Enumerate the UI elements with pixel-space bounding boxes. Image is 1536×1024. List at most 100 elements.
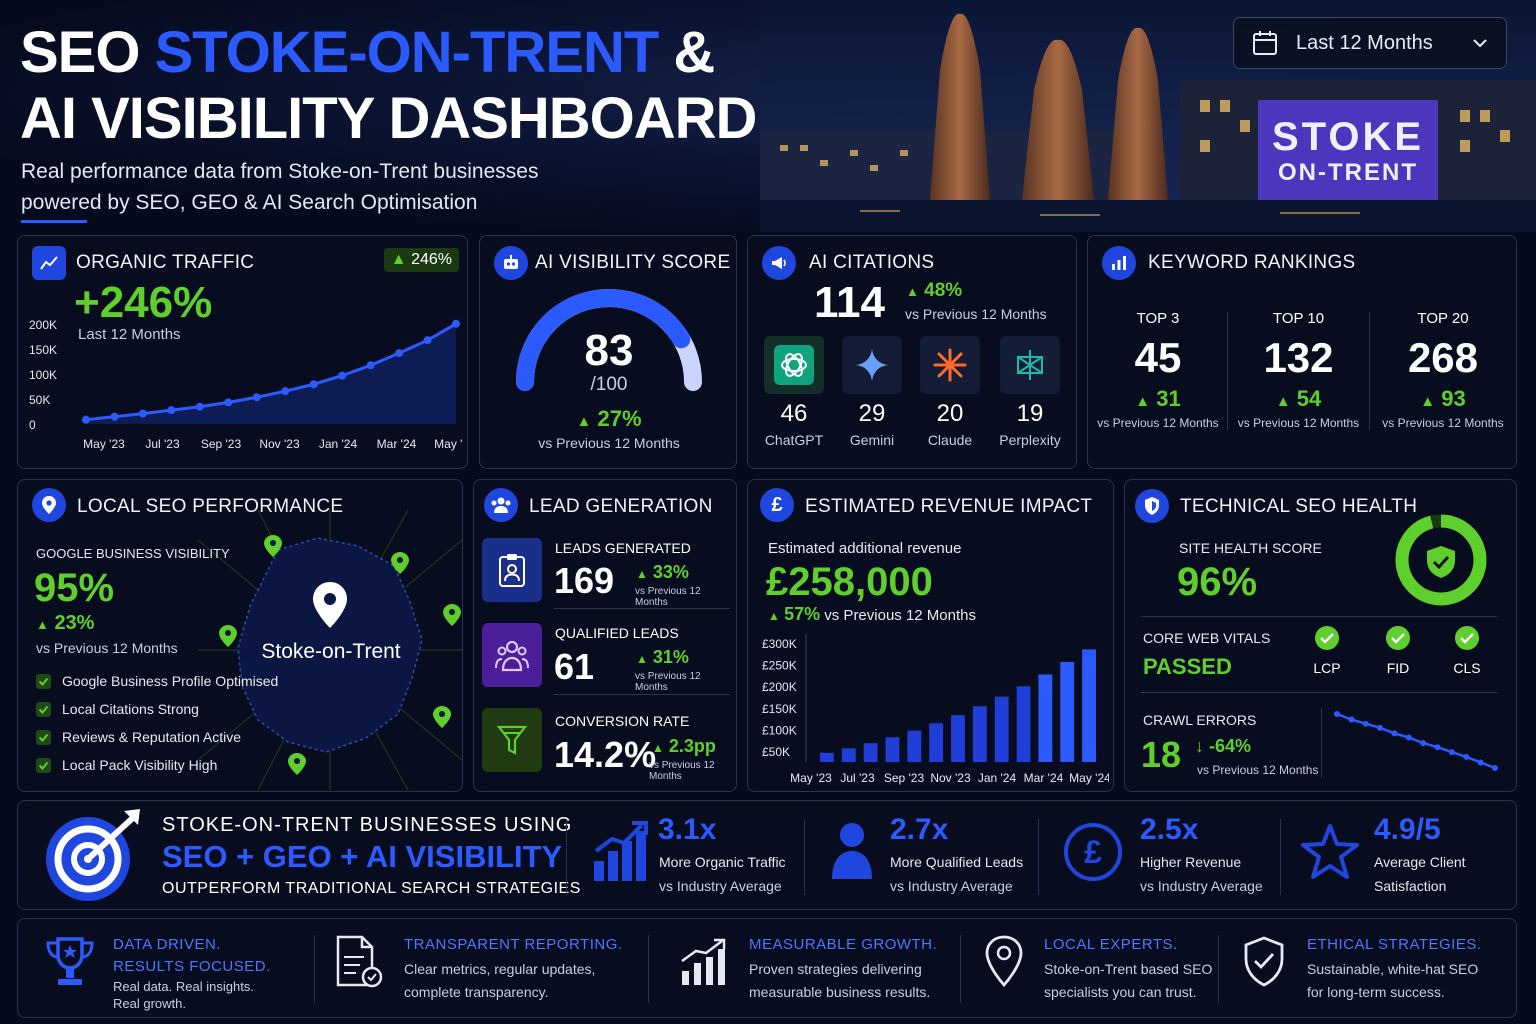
fid-status: FID: [1378, 625, 1418, 676]
growth-chart-icon: [594, 821, 648, 881]
top10-change: ▲ 54: [1228, 386, 1369, 412]
traffic-point: [252, 393, 261, 402]
lead-divider: [554, 694, 730, 695]
revenue-bar: [907, 730, 922, 762]
perplexity-label: Perplexity: [999, 432, 1061, 448]
checklist-label: Local Pack Visibility High: [62, 757, 218, 773]
banner-line-2: SEO + GEO + AI VISIBILITY: [162, 839, 563, 874]
footer-3-title: MEASURABLE GROWTH.: [749, 936, 938, 953]
local-seo-title: LOCAL SEO PERFORMANCE: [77, 496, 344, 517]
revenue-bar: [929, 723, 944, 762]
stat-traffic-note: vs Industry Average: [659, 878, 782, 894]
check-icon: [36, 729, 51, 745]
map-pin-icon: [985, 935, 1023, 988]
local-seo-checklist: Google Business Profile Optimised Local …: [36, 667, 278, 779]
ai-visibility-gauge: [516, 289, 702, 391]
traffic-line: [85, 322, 457, 422]
google-visibility-change-label: vs Previous 12 Months: [36, 640, 178, 656]
claude-label: Claude: [927, 432, 973, 448]
bar-chart-icon: [1102, 246, 1136, 280]
stoke-on-trent-map: [198, 510, 462, 790]
conversion-rate-label: CONVERSION RATE: [555, 713, 690, 729]
top3-change: ▲ 31: [1088, 386, 1228, 412]
y-tick-label: 150K: [29, 343, 57, 357]
footer-1-title-2: RESULTS FOCUSED.: [113, 958, 271, 975]
leads-generated-change: ▲ 33%: [636, 562, 689, 583]
arrow-up-icon: ▲: [636, 652, 648, 666]
top10-label: TOP 10: [1272, 310, 1325, 327]
x-tick-label: May '23: [790, 771, 832, 785]
chevron-down-icon: [1473, 39, 1487, 48]
footer-3-text-2: measurable business results.: [749, 984, 931, 1000]
x-tick-label: Sep '23: [201, 437, 242, 451]
revenue-bar: [885, 737, 900, 762]
ai-visibility-title: AI VISIBILITY SCORE: [535, 252, 731, 273]
claude-icon: [933, 348, 967, 382]
footer-values: DATA DRIVEN. RESULTS FOCUSED. Real data.…: [17, 918, 1517, 1018]
change-value: 31%: [652, 647, 689, 667]
revenue-bar: [994, 696, 1009, 762]
revenue-bar: [972, 706, 987, 762]
ai-visibility-score: 83: [584, 326, 634, 375]
banner-divider: [804, 819, 805, 895]
banner-divider: [1280, 819, 1281, 895]
stat-revenue-value: 2.5x: [1140, 813, 1199, 846]
vital-label: LCP: [1313, 660, 1341, 676]
top10-value: 132: [1263, 334, 1334, 381]
arrow-up-icon: ▲: [36, 617, 49, 632]
outperform-banner: STOKE-ON-TRENT BUSINESSES USING SEO + GE…: [17, 800, 1517, 910]
check-circle-icon: [1315, 626, 1339, 650]
x-tick-label: Mar '24: [1024, 771, 1064, 785]
x-tick-label: Jan '24: [319, 437, 358, 451]
organic-traffic-value: +246%: [74, 278, 213, 327]
traffic-area: [86, 323, 456, 424]
traffic-point: [423, 336, 432, 345]
revenue-bar: [820, 752, 834, 762]
megaphone-icon: [762, 246, 796, 280]
perplexity-tile: [1000, 336, 1060, 394]
google-visibility-value: 95%: [34, 566, 115, 610]
claude-count: 20: [936, 400, 964, 427]
gauge-fill: [516, 289, 691, 391]
person-icon: [832, 823, 872, 879]
change-value: 2.3pp: [668, 736, 716, 756]
conversion-rate-change: ▲ 2.3pp: [652, 736, 716, 757]
vital-label: CLS: [1453, 660, 1481, 676]
revenue-bar: [1060, 661, 1075, 762]
footer-4-title: LOCAL EXPERTS.: [1044, 936, 1178, 953]
stat-leads-note: vs Industry Average: [890, 878, 1013, 894]
checklist-item: Reviews & Reputation Active: [36, 723, 278, 751]
ai-visibility-card: AI VISIBILITY SCORE 83 /100 ▲ 27% vs Pre…: [479, 235, 737, 469]
badge-value: 246%: [411, 251, 452, 268]
tech-divider: [1141, 692, 1497, 693]
checklist-item: Local Pack Visibility High: [36, 751, 278, 779]
chatgpt-icon: [774, 345, 814, 385]
ai-visibility-change-label: vs Previous 12 Months: [538, 435, 680, 451]
revenue-bar: [1038, 674, 1053, 762]
x-tick-label: Nov '23: [930, 771, 971, 785]
leads-generated-value: 169: [554, 560, 615, 601]
organic-traffic-card: ORGANIC TRAFFIC ▲ 246% +246% Last 12 Mon…: [17, 235, 468, 469]
arrow-up-icon: ▲: [390, 251, 407, 268]
crawl-errors-chart: [1334, 711, 1498, 771]
change-value: 48%: [924, 280, 963, 301]
top3-note: vs Previous 12 Months: [1097, 416, 1219, 430]
subtitle-line-2: powered by SEO, GEO & AI Search Optimisa…: [21, 191, 478, 214]
keyword-rankings-card: KEYWORD RANKINGS TOP 3 45 ▲ 31 vs Previo…: [1087, 235, 1517, 469]
stat-satisfaction-value: 4.9/5: [1374, 813, 1441, 846]
ai-citations-title: AI CITATIONS: [809, 252, 935, 273]
google-visibility-label: GOOGLE BUSINESS VISIBILITY: [36, 546, 230, 561]
traffic-point: [167, 406, 176, 415]
arrow-up-icon: ▲: [636, 567, 648, 581]
ai-citations-total: 114: [814, 278, 885, 327]
stat-satisfaction-label: Average Client: [1374, 854, 1466, 870]
organic-traffic-period: Last 12 Months: [78, 326, 181, 343]
top20-value: 268: [1407, 334, 1479, 381]
date-range-select[interactable]: Last 12 Months: [1233, 17, 1507, 69]
qualified-leads-note: vs Previous 12 Months: [635, 671, 701, 693]
y-tick-label: 0: [29, 418, 36, 432]
crawl-point: [1463, 753, 1470, 760]
technical-seo-card: TECHNICAL SEO HEALTH SITE HEALTH SCORE 9…: [1124, 479, 1517, 792]
y-tick-label: £50K: [762, 745, 790, 759]
